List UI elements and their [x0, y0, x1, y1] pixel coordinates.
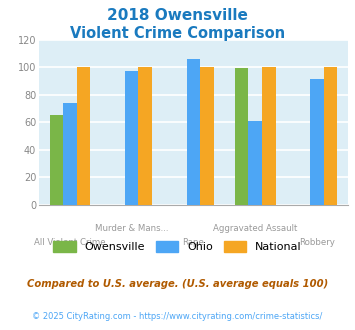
Legend: Owensville, Ohio, National: Owensville, Ohio, National — [49, 237, 306, 257]
Bar — [310, 80, 324, 205]
Bar — [235, 69, 248, 205]
Text: Aggravated Assault: Aggravated Assault — [213, 224, 297, 233]
Text: Violent Crime Comparison: Violent Crime Comparison — [70, 26, 285, 41]
Bar — [200, 67, 214, 205]
Text: Rape: Rape — [182, 238, 204, 247]
Bar — [77, 67, 90, 205]
Bar — [262, 67, 275, 205]
Text: Compared to U.S. average. (U.S. average equals 100): Compared to U.S. average. (U.S. average … — [27, 279, 328, 289]
Text: © 2025 CityRating.com - https://www.cityrating.com/crime-statistics/: © 2025 CityRating.com - https://www.city… — [32, 312, 323, 321]
Text: All Violent Crime: All Violent Crime — [34, 238, 106, 247]
Bar — [248, 121, 262, 205]
Text: 2018 Owensville: 2018 Owensville — [107, 8, 248, 23]
Bar — [125, 71, 138, 205]
Bar — [138, 67, 152, 205]
Text: Murder & Mans...: Murder & Mans... — [95, 224, 169, 233]
Bar — [324, 67, 337, 205]
Bar — [187, 59, 200, 205]
Bar — [63, 103, 77, 205]
Text: Robbery: Robbery — [299, 238, 335, 247]
Bar — [50, 115, 63, 205]
